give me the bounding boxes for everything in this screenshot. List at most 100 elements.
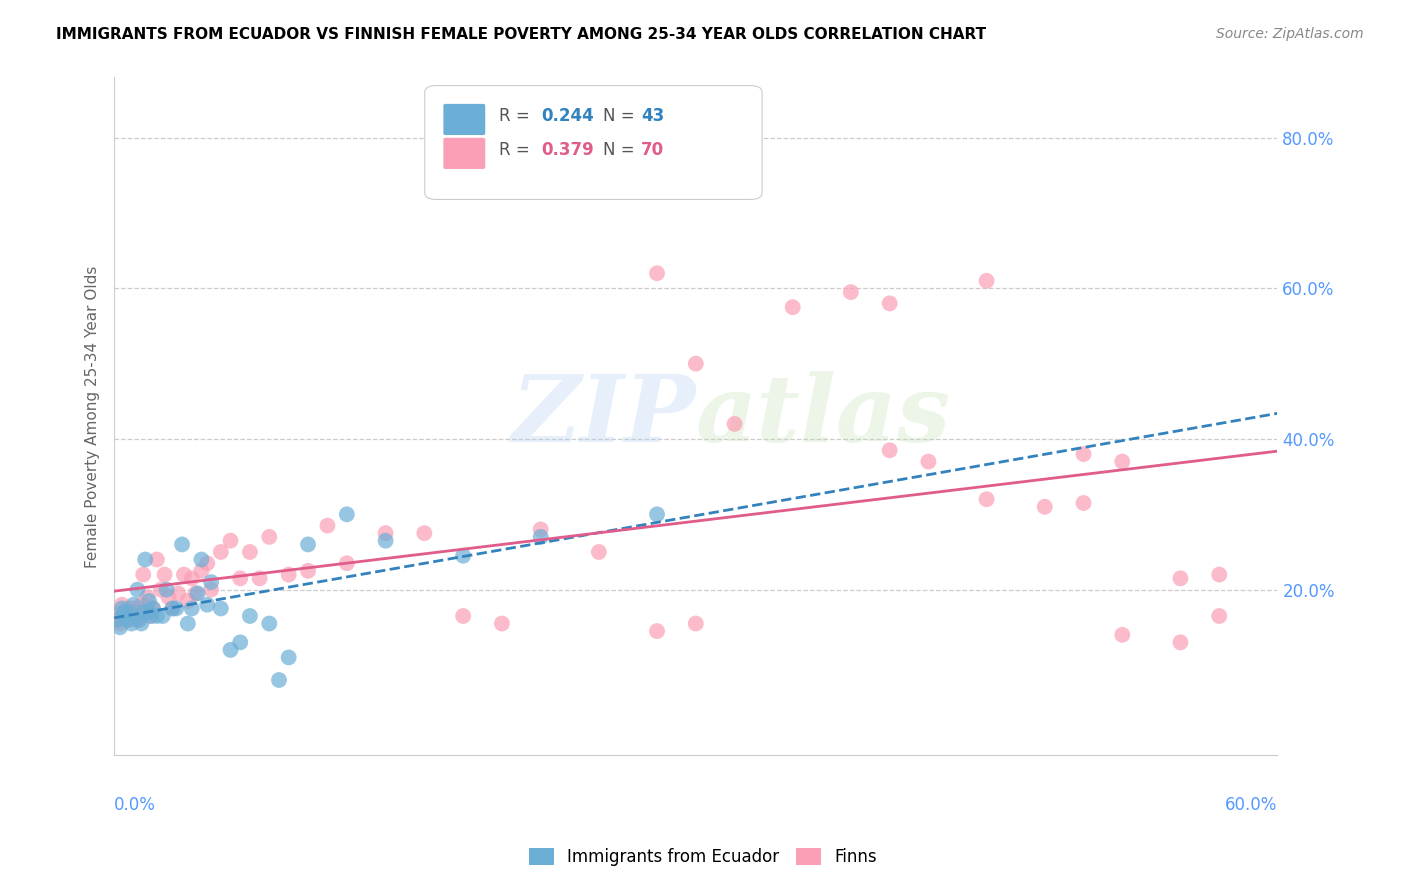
Point [685,357,707,371]
Point [259,616,281,631]
Point [132,567,155,582]
Point [336,508,359,522]
Text: N =: N = [603,107,640,125]
Point [138,594,160,608]
Point [267,673,290,687]
Point [190,564,212,578]
Point [146,552,169,566]
Point [917,454,939,468]
Point [249,571,271,585]
Point [162,601,184,615]
Point [152,609,174,624]
Legend: Immigrants from Ecuador, Finns: Immigrants from Ecuador, Finns [520,840,886,875]
Point [127,582,149,597]
Point [162,601,184,615]
Point [108,620,131,634]
Point [165,601,187,615]
Point [491,616,513,631]
Point [122,605,145,619]
Point [180,571,202,585]
Point [530,522,553,536]
Point [195,598,218,612]
Point [879,296,901,310]
Point [121,601,143,615]
Point [122,598,145,612]
Point [114,609,136,624]
Point [142,601,165,615]
Text: IMMIGRANTS FROM ECUADOR VS FINNISH FEMALE POVERTY AMONG 25-34 YEAR OLDS CORRELAT: IMMIGRANTS FROM ECUADOR VS FINNISH FEMAL… [56,27,987,42]
Text: R =: R = [499,141,536,159]
Text: 70: 70 [641,141,664,159]
Point [1170,635,1192,649]
Point [685,616,707,631]
Point [118,605,141,619]
Point [297,537,319,551]
Point [219,533,242,548]
Point [316,518,339,533]
Point [451,609,474,624]
Point [219,643,242,657]
Text: 0.379: 0.379 [541,141,593,159]
Point [1208,567,1230,582]
Point [1208,609,1230,624]
Point [134,601,156,615]
Text: R =: R = [499,107,536,125]
Text: 43: 43 [641,107,665,125]
Point [1111,628,1133,642]
Point [167,586,190,600]
Point [190,552,212,566]
Point [108,616,131,631]
Point [259,530,281,544]
Point [132,605,155,619]
Point [177,594,200,608]
Point [451,549,474,563]
Point [645,266,668,280]
Point [229,635,252,649]
Point [136,590,159,604]
Point [239,609,262,624]
Point [138,605,160,619]
Point [134,552,156,566]
Point [114,609,136,624]
Point [131,598,153,612]
Point [723,417,745,431]
FancyBboxPatch shape [443,137,485,169]
Text: atlas: atlas [696,371,950,461]
Point [1033,500,1056,514]
Point [157,590,180,604]
Point [128,601,150,615]
Point [839,285,862,299]
Point [121,616,143,631]
Point [209,545,232,559]
Point [128,613,150,627]
Point [413,526,436,541]
Point [976,492,998,507]
Point [277,650,299,665]
Point [1073,496,1095,510]
Point [139,609,162,624]
Point [131,616,153,631]
Point [118,613,141,627]
Point [139,609,162,624]
Point [124,609,146,624]
Y-axis label: Female Poverty Among 25-34 Year Olds: Female Poverty Among 25-34 Year Olds [86,265,100,567]
Point [336,556,359,570]
Point [107,613,129,627]
Point [149,582,172,597]
Point [195,556,218,570]
Point [117,601,139,615]
Point [588,545,610,559]
Point [1170,571,1192,585]
Point [645,624,668,638]
Point [117,613,139,627]
Point [155,582,177,597]
Point [277,567,299,582]
Point [112,605,135,619]
Text: ZIP: ZIP [512,371,696,461]
Text: 0.244: 0.244 [541,107,593,125]
FancyBboxPatch shape [425,86,762,200]
Point [187,586,209,600]
Point [209,601,232,615]
Point [184,586,207,600]
Point [297,564,319,578]
